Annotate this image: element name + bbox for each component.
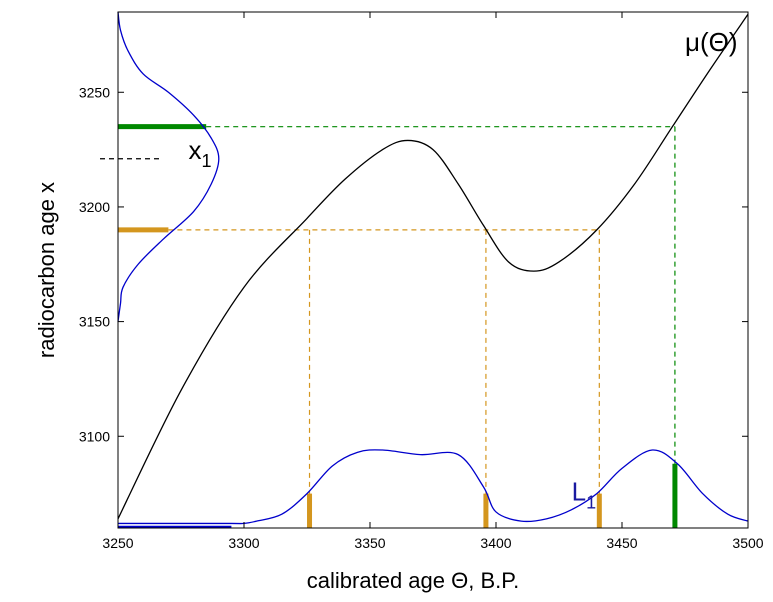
x-tick-label-3450: 3450 [606,535,637,551]
y-axis-title: radiocarbon age x [34,182,59,358]
x-tick-label-3500: 3500 [732,535,763,551]
y-tick-label-3100: 3100 [79,428,110,444]
x-tick-label-3250: 3250 [102,535,133,551]
plot-area [117,11,749,529]
plot-frame [117,11,749,529]
l1-label: L1 [572,476,596,512]
x-tick-label-3350: 3350 [354,535,385,551]
x-tick-label-3400: 3400 [480,535,511,551]
x-axis-title: calibrated age Θ, B.P. [307,568,519,593]
mu-curve [117,13,749,520]
annotations: μ(Θ) x1 L1 [100,27,738,512]
y-tick-label-3250: 3250 [79,84,110,100]
axis-ticks: 3250 3300 3350 3400 3450 3500 3100 3150 3200 3250 [79,12,764,551]
mu-label: μ(Θ) [685,27,738,57]
x-density-curve [117,11,220,322]
x-tick-label-3300: 3300 [228,535,259,551]
y-tick-label-3200: 3200 [79,199,110,215]
likelihood-curve [118,449,749,525]
y-tick-label-3150: 3150 [79,314,110,330]
x1-label: x1 [189,135,212,171]
